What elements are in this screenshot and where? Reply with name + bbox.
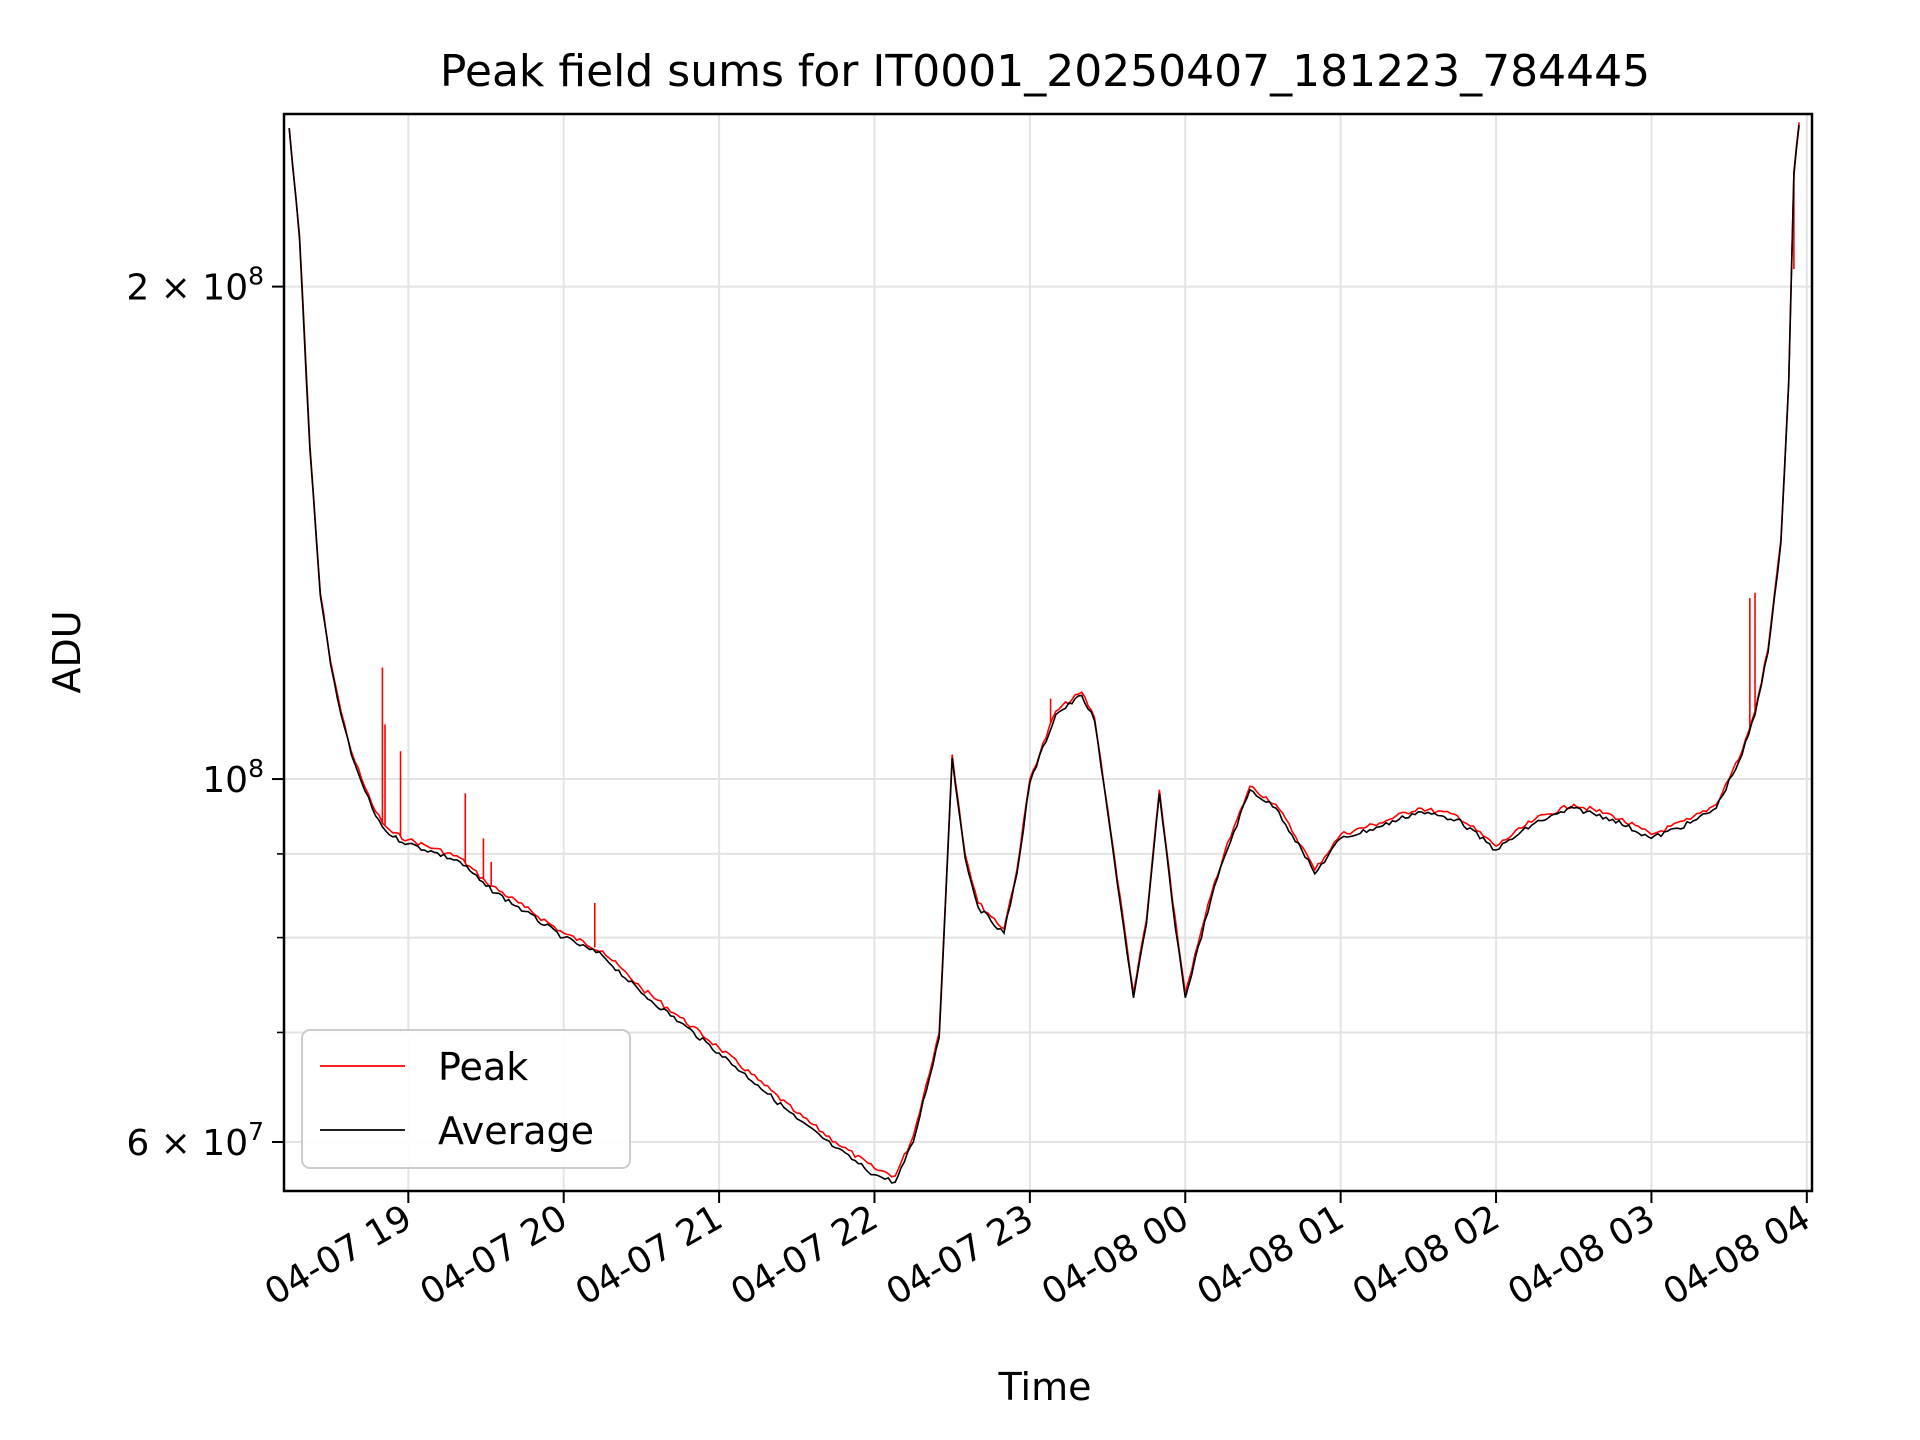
series-line-peak — [288, 122, 1800, 1178]
series-layer — [288, 122, 1800, 1184]
chart-title: Peak field sums for IT0001_20250407_1812… — [440, 46, 1650, 97]
series-line-average — [288, 125, 1800, 1184]
legend-box — [301, 1029, 631, 1169]
legend-label-peak: Peak — [438, 1045, 528, 1089]
x-axis-label: Time — [998, 1365, 1092, 1409]
legend-label-average: Average — [438, 1109, 594, 1153]
legend: Peak Average — [301, 1029, 631, 1169]
y-tick-label: 6 × 107 — [126, 1117, 264, 1164]
y-tick-label: 2 × 108 — [126, 262, 264, 309]
y-axis-label: ADU — [45, 610, 89, 693]
plot-frame — [282, 112, 1814, 1193]
grid — [284, 114, 1812, 1191]
